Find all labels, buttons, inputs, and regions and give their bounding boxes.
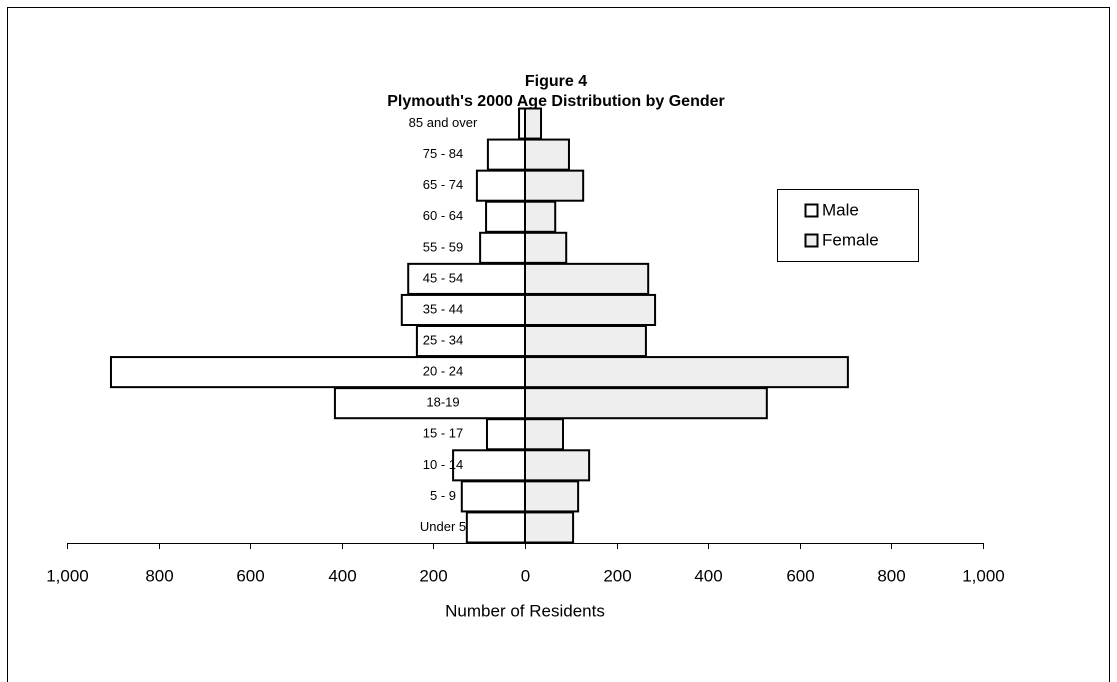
legend-swatch [804, 233, 819, 248]
category-label: 45 - 54 [423, 270, 463, 285]
bar [452, 449, 526, 482]
x-tick-label: 800 [145, 566, 173, 585]
bar [524, 293, 657, 326]
x-tick-label: 0 [521, 566, 530, 585]
bar [524, 511, 575, 544]
bar [524, 449, 591, 482]
bar [524, 169, 585, 202]
category-label: 65 - 74 [423, 177, 463, 192]
bar [524, 138, 570, 171]
chart-subtitle: Plymouth's 2000 Age Distribution by Gend… [387, 93, 725, 110]
x-axis-label: Number of Residents [445, 601, 605, 620]
bar [524, 262, 650, 295]
legend-swatch [804, 203, 819, 218]
chart-title: Figure 4 [525, 73, 587, 90]
category-label: 5 - 9 [430, 488, 456, 503]
x-tick-label: 600 [236, 566, 264, 585]
category-label: 10 - 14 [423, 457, 463, 472]
legend-label: Male [822, 200, 859, 219]
x-tick-label: 800 [877, 566, 905, 585]
category-label: 85 and over [409, 115, 478, 130]
legend [777, 189, 919, 262]
frame [7, 7, 1110, 682]
bar [524, 107, 543, 140]
legend-label: Female [822, 230, 879, 249]
x-tick-label: 400 [694, 566, 722, 585]
x-tick-label: 200 [603, 566, 631, 585]
x-tick-label: 600 [786, 566, 814, 585]
category-label: 20 - 24 [423, 364, 463, 379]
bar [524, 200, 557, 233]
x-tick-label: 200 [419, 566, 447, 585]
bar [486, 138, 527, 171]
category-label: Under 5 [420, 519, 466, 534]
bar [400, 293, 527, 326]
category-label: 55 - 59 [423, 239, 463, 254]
category-label: 18-19 [426, 395, 459, 410]
category-label: 60 - 64 [423, 208, 463, 223]
bar [524, 387, 768, 420]
bar [524, 418, 565, 451]
bar [485, 418, 526, 451]
x-tick-label: 1,000 [962, 566, 1005, 585]
bar [524, 480, 580, 513]
bar [485, 200, 527, 233]
bar [475, 169, 527, 202]
category-label: 25 - 34 [423, 332, 463, 347]
bar [479, 231, 526, 264]
bar [333, 387, 526, 420]
category-label: 35 - 44 [423, 301, 463, 316]
category-label: 15 - 17 [423, 426, 463, 441]
x-tick-label: 1,000 [46, 566, 89, 585]
bar [524, 356, 849, 389]
bar [460, 480, 526, 513]
bar [524, 325, 647, 358]
bar [465, 511, 527, 544]
category-label: 75 - 84 [423, 146, 463, 161]
x-tick-label: 400 [328, 566, 356, 585]
bar [109, 356, 527, 389]
bar [524, 231, 568, 264]
